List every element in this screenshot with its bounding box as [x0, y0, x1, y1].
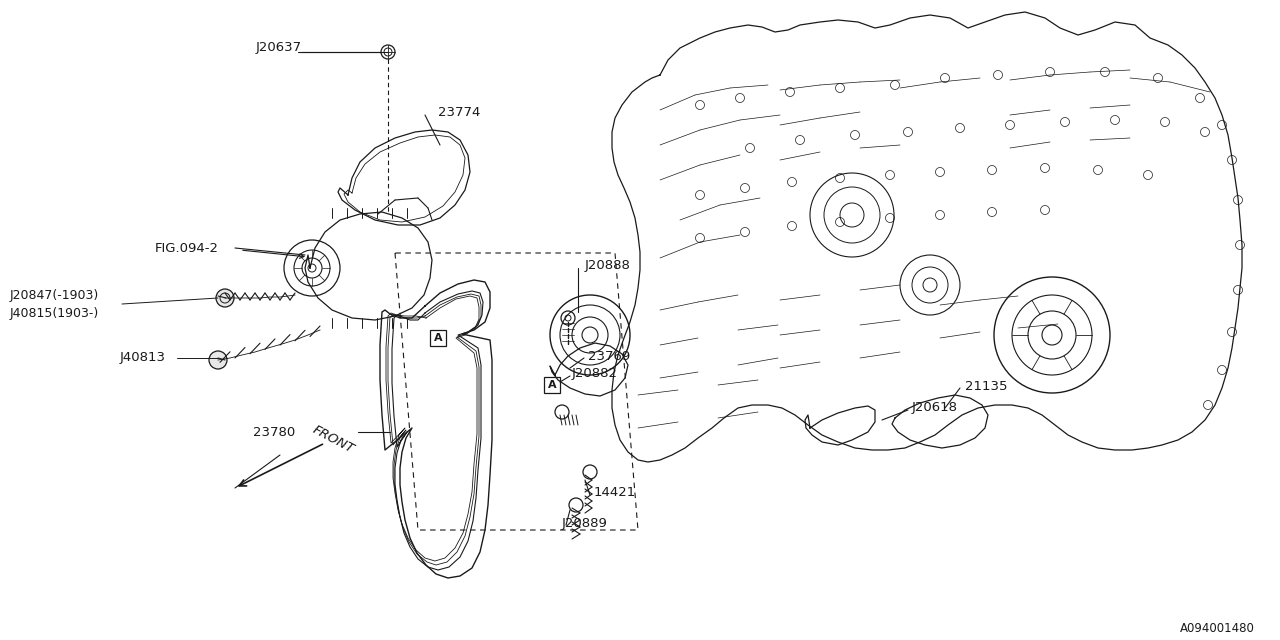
Circle shape [209, 351, 227, 369]
Text: 23780: 23780 [252, 426, 294, 438]
Text: 21135: 21135 [965, 380, 1007, 392]
Bar [430, 330, 445, 346]
Text: J20882: J20882 [572, 367, 618, 381]
Bar [544, 377, 561, 393]
Circle shape [216, 289, 234, 307]
Text: J20618: J20618 [911, 401, 957, 415]
Text: 14421: 14421 [594, 486, 636, 499]
Text: J40815(1903-): J40815(1903-) [10, 307, 100, 319]
Text: FIG.094-2: FIG.094-2 [155, 241, 219, 255]
Text: J20889: J20889 [562, 518, 608, 531]
Text: J20637: J20637 [256, 42, 302, 54]
Text: A: A [434, 333, 443, 343]
Text: A: A [548, 380, 557, 390]
Text: J20888: J20888 [585, 259, 631, 271]
Text: 23774: 23774 [438, 106, 480, 118]
Text: A094001480: A094001480 [1180, 621, 1254, 634]
Text: J40813: J40813 [120, 351, 166, 365]
Text: FRONT: FRONT [310, 424, 356, 456]
Text: J20847(-1903): J20847(-1903) [10, 289, 100, 303]
Text: 23769: 23769 [588, 349, 630, 362]
